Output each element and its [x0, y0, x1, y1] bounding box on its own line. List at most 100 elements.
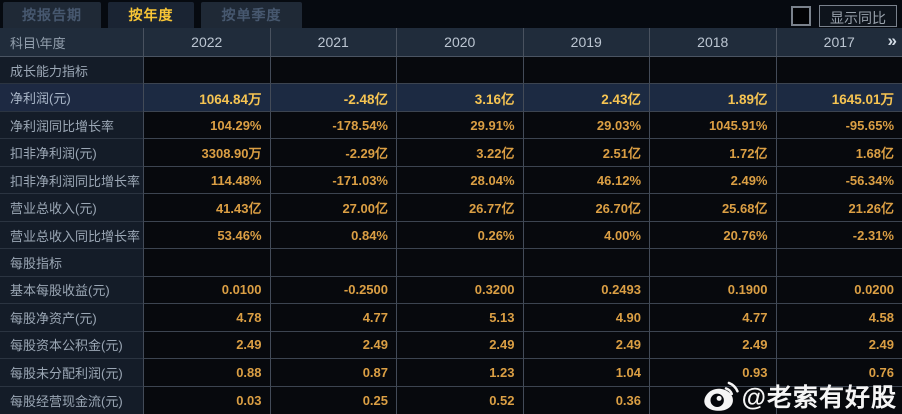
value-cell: 21.26亿: [775, 194, 902, 222]
section-row: 成长能力指标: [0, 57, 902, 85]
value-cell: -2.48亿: [269, 84, 396, 112]
value-cell: [143, 57, 270, 85]
year-header-label: 2017: [823, 34, 855, 50]
year-header-label: 2021: [317, 34, 349, 50]
year-header: 2022: [143, 28, 270, 56]
table-header-row: 科目\年度 2022 2021 2020 2019 2018 2017 »: [0, 28, 902, 57]
year-header-label: 2020: [444, 34, 476, 50]
table-row: 每股未分配利润(元) 0.88 0.87 1.23 1.04 0.93 0.76: [0, 359, 902, 387]
value-cell: 26.70亿: [522, 194, 649, 222]
year-header-label: 2019: [570, 34, 602, 50]
value-cell: 0.76: [775, 359, 902, 387]
value-cell: 4.90: [522, 304, 649, 332]
value-cell: 1.23: [396, 359, 523, 387]
row-label: 净利润(元): [0, 84, 143, 112]
value-cell: -95.65%: [775, 111, 902, 140]
show-yoy-checkbox[interactable]: [791, 6, 811, 26]
value-cell: 29.03%: [522, 111, 649, 140]
table-row: 营业总收入同比增长率 53.46% 0.84% 0.26% 4.00% 20.76% -2.…: [0, 221, 902, 250]
value-cell: 0.93: [649, 359, 776, 387]
table-row: 每股经营现金流(元) 0.03 0.25 0.52 0.36: [0, 386, 902, 414]
value-cell: 2.43亿: [522, 84, 649, 112]
value-cell: [143, 249, 270, 277]
show-yoy-label[interactable]: 显示同比: [819, 5, 897, 27]
row-label: 基本每股收益(元): [0, 276, 143, 305]
period-tabbar: 按报告期 按年度 按单季度 显示同比: [0, 0, 902, 28]
value-cell: 2.49: [269, 331, 396, 360]
tab-by-report-period[interactable]: 按报告期: [3, 2, 101, 28]
value-cell: 2.49: [522, 331, 649, 360]
value-cell: 4.00%: [522, 221, 649, 250]
value-cell: 28.04%: [396, 166, 523, 195]
tab-by-year[interactable]: 按年度: [108, 2, 194, 28]
value-cell: 0.03: [143, 386, 270, 414]
year-header: 2021: [269, 28, 397, 56]
value-cell: [396, 57, 523, 85]
more-years-icon[interactable]: »: [887, 31, 898, 51]
value-cell: 1645.01万: [775, 84, 902, 112]
value-cell: [775, 57, 902, 85]
value-cell: 1.04: [522, 359, 649, 387]
row-label: 每股未分配利润(元): [0, 359, 143, 387]
row-label: 营业总收入(元): [0, 194, 143, 222]
value-cell: 1064.84万: [143, 84, 270, 112]
value-cell: 1045.91%: [649, 111, 776, 140]
table-row: 每股资本公积金(元) 2.49 2.49 2.49 2.49 2.49 2.49: [0, 331, 902, 360]
year-header: 2019: [522, 28, 650, 56]
value-cell: 26.77亿: [396, 194, 523, 222]
table-row: 扣非净利润同比增长率 114.48% -171.03% 28.04% 46.12% 2.4…: [0, 166, 902, 195]
value-cell: [522, 249, 649, 277]
tab-by-single-quarter[interactable]: 按单季度: [201, 2, 302, 28]
row-label: 每股经营现金流(元): [0, 386, 143, 414]
value-cell: [775, 249, 902, 277]
value-cell: [775, 386, 902, 414]
row-label: 净利润同比增长率: [0, 111, 143, 140]
row-label: 每股指标: [0, 249, 143, 277]
value-cell: 0.36: [522, 386, 649, 414]
value-cell: 41.43亿: [143, 194, 270, 222]
table-row: 净利润(元) 1064.84万 -2.48亿 3.16亿 2.43亿 1.89亿 1645.…: [0, 84, 902, 112]
value-cell: [396, 249, 523, 277]
value-cell: 2.49%: [649, 166, 776, 195]
row-label: 成长能力指标: [0, 57, 143, 85]
year-header-label: 2018: [697, 34, 729, 50]
value-cell: 0.88: [143, 359, 270, 387]
value-cell: [649, 57, 776, 85]
table-body: 成长能力指标 净利润(元) 1064.84万 -2.48亿 3.16亿 2.43亿 1.89…: [0, 57, 902, 414]
value-cell: 2.49: [396, 331, 523, 360]
value-cell: [649, 386, 776, 414]
value-cell: -2.31%: [775, 221, 902, 250]
value-cell: 0.25: [269, 386, 396, 414]
value-cell: [269, 249, 396, 277]
row-label: 营业总收入同比增长率: [0, 221, 143, 250]
value-cell: 2.51亿: [522, 139, 649, 167]
value-cell: 0.26%: [396, 221, 523, 250]
corner-header: 科目\年度: [10, 35, 66, 51]
row-label: 每股净资产(元): [0, 304, 143, 332]
value-cell: 0.0100: [143, 276, 270, 305]
value-cell: 5.13: [396, 304, 523, 332]
year-header: 2017 »: [775, 28, 902, 56]
row-label: 每股资本公积金(元): [0, 331, 143, 360]
value-cell: 4.77: [649, 304, 776, 332]
value-cell: 1.68亿: [775, 139, 902, 167]
value-cell: 53.46%: [143, 221, 270, 250]
value-cell: 114.48%: [143, 166, 270, 195]
year-header: 2018: [649, 28, 776, 56]
value-cell: -2.29亿: [269, 139, 396, 167]
value-cell: 4.78: [143, 304, 270, 332]
table-row: 基本每股收益(元) 0.0100 -0.2500 0.3200 0.2493 0.1900…: [0, 276, 902, 305]
financial-table: 科目\年度 2022 2021 2020 2019 2018 2017 » 成长能力指标 净利…: [0, 28, 902, 414]
value-cell: 4.58: [775, 304, 902, 332]
value-cell: 0.84%: [269, 221, 396, 250]
value-cell: 0.3200: [396, 276, 523, 305]
value-cell: 0.2493: [522, 276, 649, 305]
value-cell: -56.34%: [775, 166, 902, 195]
value-cell: 1.72亿: [649, 139, 776, 167]
value-cell: 2.49: [775, 331, 902, 360]
year-header-label: 2022: [191, 34, 223, 50]
value-cell: 2.49: [649, 331, 776, 360]
value-cell: -171.03%: [269, 166, 396, 195]
value-cell: -0.2500: [269, 276, 396, 305]
